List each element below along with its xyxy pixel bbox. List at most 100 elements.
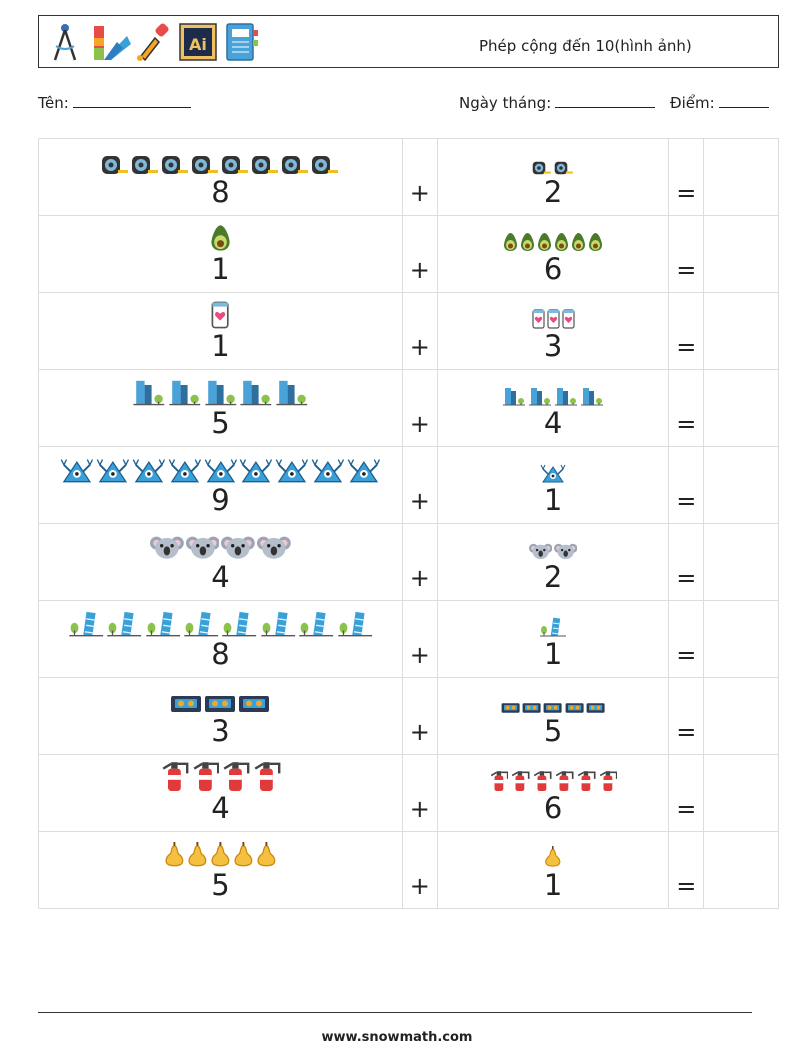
triangle-monster-icon	[204, 457, 238, 487]
answer-box[interactable]	[703, 600, 779, 678]
problem-row: 3 +5 =	[38, 677, 779, 755]
addend-a-pictures	[39, 293, 402, 333]
equals-sign: =	[676, 333, 697, 361]
cassette-tape-icon	[170, 694, 202, 718]
answer-box[interactable]	[703, 523, 779, 601]
addend-b-cell: 2	[436, 138, 670, 216]
answer-box[interactable]	[703, 446, 779, 524]
addend-a-cell: 9	[38, 446, 403, 524]
score-blank[interactable]	[718, 92, 769, 108]
answer-box[interactable]	[703, 138, 779, 216]
notebook-icon	[223, 22, 259, 62]
addend-b-cell: 1	[436, 831, 670, 909]
cassette-tape-icon	[543, 699, 563, 718]
answer-box[interactable]	[703, 831, 779, 909]
koala-icon	[554, 542, 578, 564]
leaning-tower-icon	[260, 611, 296, 641]
addend-b-cell: 2	[436, 523, 670, 601]
cassette-tape-icon	[586, 699, 605, 718]
addend-b-pictures	[438, 216, 669, 256]
problem-row: 1 +3 =	[38, 292, 779, 370]
addend-b-number: 4	[543, 406, 563, 440]
addend-b-pictures	[438, 832, 669, 872]
eyedropper-icon	[135, 22, 171, 62]
addend-a-pictures	[39, 447, 402, 487]
name-label: Tên:	[38, 94, 69, 112]
equals-sign-cell: =	[668, 831, 705, 909]
addend-a-cell: 1	[38, 292, 403, 370]
skyscraper-icon	[204, 378, 238, 410]
triangle-monster-icon	[132, 457, 166, 487]
plus-sign: +	[409, 333, 430, 361]
addend-a-number: 8	[211, 637, 230, 671]
answer-box[interactable]	[703, 369, 779, 447]
avocado-icon	[520, 232, 535, 256]
date-blank[interactable]	[555, 92, 656, 108]
fire-extinguisher-icon	[160, 759, 189, 795]
addend-b-number: 2	[543, 560, 563, 594]
leaning-tower-icon	[68, 611, 104, 641]
date-label: Ngày tháng:	[459, 94, 552, 112]
addend-b-cell: 5	[436, 677, 670, 755]
equals-sign: =	[676, 256, 697, 284]
addend-b-number: 6	[543, 252, 563, 286]
answer-box[interactable]	[703, 292, 779, 370]
tape-measure-icon	[554, 160, 574, 179]
avocado-icon	[537, 232, 552, 256]
addend-a-number: 3	[211, 714, 230, 748]
pear-icon	[233, 842, 254, 872]
addend-a-number: 4	[211, 560, 230, 594]
answer-box[interactable]	[703, 754, 779, 832]
skyscraper-icon	[132, 378, 166, 410]
tape-measure-icon	[311, 155, 339, 179]
triangle-monster-icon	[96, 457, 130, 487]
worksheet-title: Phép cộng đến 10(hình ảnh)	[479, 37, 692, 55]
answer-box[interactable]	[703, 677, 779, 755]
plus-sign-cell: +	[401, 215, 438, 293]
illustrator-icon: Ai	[179, 22, 217, 62]
name-field[interactable]: Tên:	[38, 92, 191, 112]
tape-measure-icon	[281, 155, 309, 179]
triangle-monster-icon	[275, 457, 309, 487]
fire-extinguisher-icon	[191, 759, 220, 795]
plus-sign: +	[409, 256, 430, 284]
equals-sign-cell: =	[668, 292, 705, 370]
date-field[interactable]: Ngày tháng:	[459, 92, 656, 112]
equals-sign: =	[676, 564, 697, 592]
color-swatch-icon	[91, 22, 131, 62]
addend-b-number: 1	[543, 637, 563, 671]
equals-sign-cell: =	[668, 138, 705, 216]
pear-icon	[256, 842, 277, 872]
fire-extinguisher-icon	[252, 759, 281, 795]
problem-row: 8 +2 =	[38, 138, 779, 216]
avocado-icon	[503, 232, 518, 256]
tape-measure-icon	[131, 155, 159, 179]
avocado-icon	[210, 224, 231, 256]
answer-box[interactable]	[703, 215, 779, 293]
skyscraper-icon	[239, 378, 273, 410]
koala-icon	[257, 534, 291, 564]
score-field[interactable]: Điểm:	[670, 92, 769, 112]
plus-sign-cell: +	[401, 523, 438, 601]
score-label: Điểm:	[670, 94, 715, 112]
triangle-monster-icon	[347, 457, 381, 487]
tape-measure-icon	[101, 155, 129, 179]
avocado-icon	[571, 232, 586, 256]
addend-b-cell: 1	[436, 600, 670, 678]
equals-sign-cell: =	[668, 600, 705, 678]
addend-b-pictures	[438, 139, 669, 179]
problem-row: 4 +6 =	[38, 754, 779, 832]
equals-sign: =	[676, 487, 697, 515]
addend-a-cell: 8	[38, 600, 403, 678]
triangle-monster-icon	[540, 463, 566, 487]
addend-a-pictures	[39, 678, 402, 718]
equals-sign-cell: =	[668, 369, 705, 447]
triangle-monster-icon	[239, 457, 273, 487]
problem-row: 5 +4 =	[38, 369, 779, 447]
equals-sign: =	[676, 872, 697, 900]
tape-measure-icon	[161, 155, 189, 179]
plus-sign-cell: +	[401, 831, 438, 909]
name-blank[interactable]	[72, 92, 191, 108]
addend-a-number: 5	[211, 406, 230, 440]
plus-sign-cell: +	[401, 677, 438, 755]
